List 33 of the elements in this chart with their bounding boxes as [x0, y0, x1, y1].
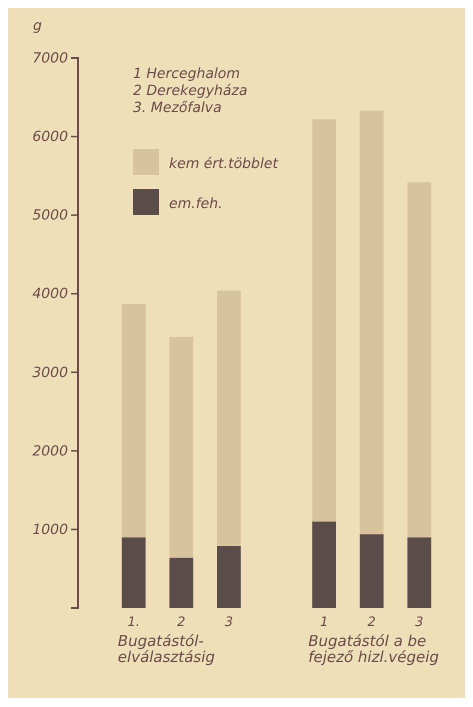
legend-label: kem ért.többlet: [169, 156, 278, 172]
y-tick-label: 5000: [32, 208, 68, 224]
y-tick-label: 1000: [32, 522, 68, 538]
bar: [122, 304, 146, 538]
y-tick-label: 3000: [32, 364, 68, 381]
bar: [312, 119, 336, 522]
x-tick-label: 3: [224, 615, 234, 630]
x-tick-label: 2: [368, 615, 376, 630]
x-tick-label: 1: [320, 615, 328, 630]
annotation: 3. Mezőfalva: [133, 100, 222, 116]
y-tick-label: 2000: [32, 443, 68, 460]
y-tick-label: 6000: [32, 129, 68, 146]
bar: [122, 537, 146, 608]
x-tick-label: 3: [415, 615, 424, 630]
legend-label: em.feh.: [169, 196, 223, 212]
x-tick-label: 2: [177, 615, 186, 630]
bar: [169, 336, 194, 558]
bar: [407, 537, 432, 608]
text: Bugatástól- elválasztásig: [118, 632, 215, 666]
y-tick-label: 4000: [32, 286, 68, 302]
bar: [407, 182, 432, 538]
text: Bugatástól a be fejező hizl.végeig: [308, 632, 439, 666]
bar: [169, 558, 194, 608]
annotation: 2 Derekegyháza: [133, 83, 248, 99]
annotation: 1 Herceghalom: [133, 66, 240, 82]
y-tick-label: 7000: [32, 50, 68, 66]
x-tick-label: 1.: [127, 615, 140, 630]
bar: [312, 522, 336, 608]
bar: [217, 290, 241, 546]
bar: [360, 110, 384, 534]
bar: [360, 534, 384, 608]
bar: [217, 546, 241, 608]
y-axis-title: g: [33, 18, 42, 34]
